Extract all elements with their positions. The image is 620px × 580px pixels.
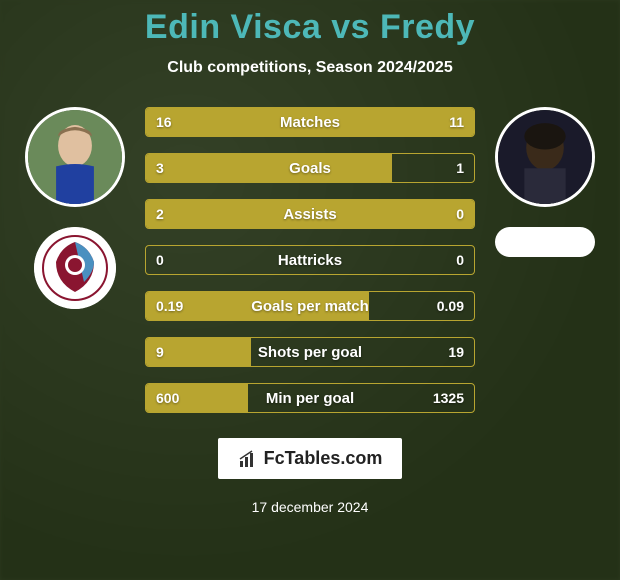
stat-value-right: 11 (449, 114, 464, 130)
stat-label: Shots per goal (258, 344, 362, 361)
stat-value-left: 16 (156, 114, 172, 130)
stat-value-left: 600 (156, 390, 179, 406)
stat-row: 600 Min per goal 1325 (145, 383, 475, 413)
stat-row: 2 Assists 0 (145, 199, 475, 229)
stat-value-right: 0.09 (437, 298, 464, 314)
stat-value-right: 0 (456, 252, 464, 268)
stat-value-right: 1 (456, 160, 464, 176)
stat-value-right: 19 (448, 344, 464, 360)
stat-label: Hattricks (278, 252, 342, 269)
stat-bar-left (146, 154, 392, 182)
subtitle: Club competitions, Season 2024/2025 (167, 59, 452, 77)
player1-avatar (25, 107, 125, 207)
stat-label: Assists (283, 206, 336, 223)
stat-value-left: 0.19 (156, 298, 183, 314)
date-label: 17 december 2024 (252, 499, 369, 515)
stat-row: 0.19 Goals per match 0.09 (145, 291, 475, 321)
player2-column (495, 107, 595, 257)
stat-row: 0 Hattricks 0 (145, 245, 475, 275)
stat-label: Goals per match (251, 298, 369, 315)
stat-value-left: 0 (156, 252, 164, 268)
stat-label: Min per goal (266, 390, 354, 407)
stat-value-right: 0 (456, 206, 464, 222)
player1-column (25, 107, 125, 309)
stat-row: 9 Shots per goal 19 (145, 337, 475, 367)
branding-badge: FcTables.com (218, 438, 403, 479)
stat-value-left: 3 (156, 160, 164, 176)
chart-icon (238, 449, 258, 469)
stat-label: Goals (289, 160, 331, 177)
player2-club-badge (495, 227, 595, 257)
stats-column: 16 Matches 11 3 Goals 1 2 Assists 0 0 Hattricks 0 0.… (145, 107, 475, 413)
stat-value-left: 9 (156, 344, 164, 360)
stat-row: 16 Matches 11 (145, 107, 475, 137)
page-title: Edin Visca vs Fredy (145, 8, 475, 47)
player1-club-badge (34, 227, 116, 309)
stat-value-right: 1325 (433, 390, 464, 406)
stat-label: Matches (280, 114, 340, 131)
stat-row: 3 Goals 1 (145, 153, 475, 183)
player2-avatar (495, 107, 595, 207)
stat-value-left: 2 (156, 206, 164, 222)
branding-text: FcTables.com (264, 448, 383, 469)
comparison-area: 16 Matches 11 3 Goals 1 2 Assists 0 0 Hattricks 0 0.… (0, 107, 620, 413)
